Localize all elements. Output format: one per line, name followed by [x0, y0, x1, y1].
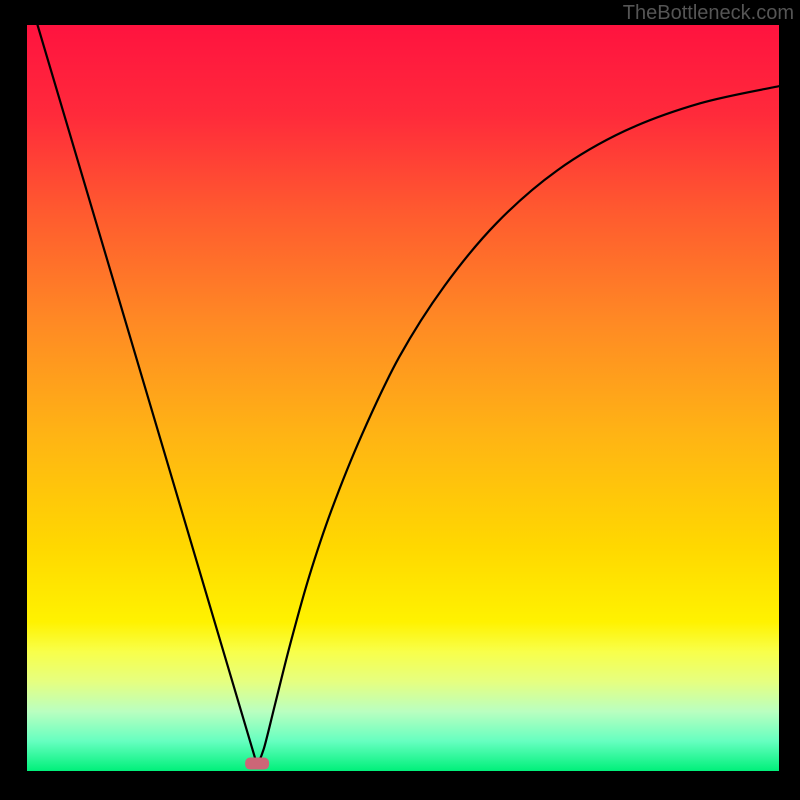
- attribution-text: TheBottleneck.com: [623, 2, 794, 25]
- chart-svg: [27, 25, 779, 771]
- optimal-point-marker: [245, 758, 269, 770]
- gradient-background: [27, 25, 779, 771]
- chart-container: TheBottleneck.com: [0, 0, 800, 800]
- plot-area: [27, 25, 779, 771]
